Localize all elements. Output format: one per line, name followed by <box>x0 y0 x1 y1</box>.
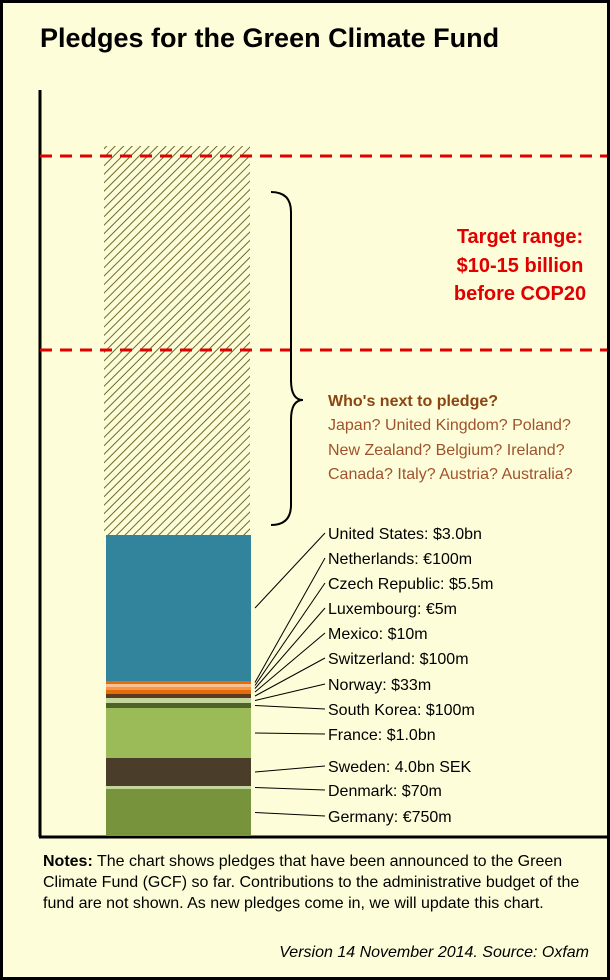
bar-segment <box>106 684 251 687</box>
leader-line <box>254 607 326 689</box>
bar-segment <box>106 690 251 694</box>
leader-line <box>254 812 326 817</box>
bar-segment <box>106 758 251 786</box>
target-range-deadline: before COP20 <box>454 283 586 305</box>
leader-line <box>254 532 326 609</box>
segment-label: Czech Republic: $5.5m <box>328 576 493 593</box>
leader-line <box>254 632 326 693</box>
leader-line <box>254 657 326 697</box>
bar-segment <box>106 789 251 836</box>
bar-segment <box>106 681 251 684</box>
notes-text: The chart shows pledges that have been a… <box>43 853 580 912</box>
bar-segment <box>106 698 251 703</box>
chart-title: Pledges for the Green Climate Fund <box>40 23 500 53</box>
next-pledge-line: Canada? Italy? Austria? Australia? <box>328 466 573 483</box>
segment-label: Germany: €750m <box>328 809 452 826</box>
segment-label: Sweden: 4.0bn SEK <box>328 759 472 776</box>
segment-label: United States: $3.0bn <box>328 526 482 543</box>
leader-line <box>254 582 326 686</box>
leader-line <box>254 787 326 791</box>
leader-line <box>254 732 326 735</box>
bar-segment <box>106 535 251 681</box>
target-range-label: Target range: <box>457 226 583 248</box>
bar-segment <box>106 786 251 789</box>
leader-line <box>254 705 326 710</box>
segment-label: Norway: $33m <box>328 677 431 694</box>
segment-label: Switzerland: $100m <box>328 651 469 668</box>
target-range-value: $10-15 billion <box>457 255 584 277</box>
next-pledge-line: Japan? United Kingdom? Poland? <box>328 417 571 434</box>
notes: Notes: The chart shows pledges that have… <box>43 851 603 914</box>
next-pledge-line: New Zealand? Belgium? Ireland? <box>328 442 565 459</box>
leader-line <box>254 765 326 773</box>
leader-line <box>254 557 326 683</box>
segment-label: Denmark: $70m <box>328 783 442 800</box>
segment-label: Luxembourg: €5m <box>328 601 457 618</box>
next-pledge-title: Who's next to pledge? <box>328 393 498 410</box>
segment-label: France: $1.0bn <box>328 727 436 744</box>
segment-label: South Korea: $100m <box>328 702 475 719</box>
bar-segment <box>106 694 251 698</box>
bar-segment <box>106 703 251 708</box>
bar-segment <box>106 687 251 690</box>
leader-line <box>254 683 326 701</box>
version-source: Version 14 November 2014. Source: Oxfam <box>279 944 589 961</box>
segment-label: Mexico: $10m <box>328 626 428 643</box>
target-hatched-bar <box>104 146 250 537</box>
brace <box>270 191 304 526</box>
chart-area: Target range: $10-15 billion before COP2… <box>38 90 607 839</box>
notes-label: Notes: <box>43 853 93 870</box>
bar-segment <box>106 708 251 758</box>
segment-label: Netherlands: €100m <box>328 551 472 568</box>
